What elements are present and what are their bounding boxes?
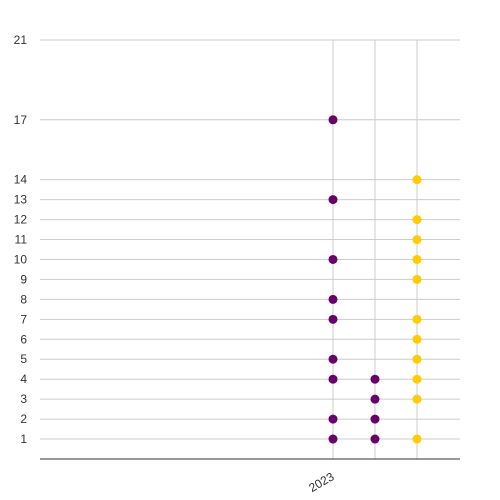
data-point-s2-0 bbox=[412, 434, 422, 444]
data-point-s0-4 bbox=[328, 314, 338, 324]
data-point-s1-0 bbox=[370, 434, 380, 444]
y-tick-label-8: 8 bbox=[20, 292, 27, 306]
vertical-gridlines bbox=[332, 40, 418, 459]
data-point-s2-7 bbox=[412, 254, 422, 264]
data-point-s0-5 bbox=[328, 294, 338, 304]
data-point-s2-1 bbox=[412, 394, 422, 404]
y-tick-label-10: 10 bbox=[14, 252, 28, 266]
data-point-s0-3 bbox=[328, 354, 338, 364]
data-point-s2-9 bbox=[412, 215, 422, 225]
y-tick-label-14: 14 bbox=[14, 173, 28, 187]
data-point-s0-1 bbox=[328, 414, 338, 424]
data-point-s0-2 bbox=[328, 374, 338, 384]
y-tick-label-21: 21 bbox=[14, 33, 28, 47]
data-point-s1-1 bbox=[370, 414, 380, 424]
y-tick-label-13: 13 bbox=[14, 193, 28, 207]
data-point-s0-7 bbox=[328, 195, 338, 205]
data-point-s2-5 bbox=[412, 314, 422, 324]
data-points bbox=[328, 115, 422, 444]
data-point-s2-10 bbox=[412, 175, 422, 185]
data-point-s2-8 bbox=[412, 235, 422, 245]
y-tick-label-1: 1 bbox=[20, 432, 27, 446]
y-tick-label-11: 11 bbox=[15, 233, 28, 247]
y-tick-label-6: 6 bbox=[20, 332, 27, 346]
data-point-s2-2 bbox=[412, 374, 422, 384]
data-point-s2-6 bbox=[412, 274, 422, 284]
y-tick-label-5: 5 bbox=[20, 352, 27, 366]
x-tick-label-0: 2023 bbox=[306, 469, 336, 495]
y-tick-label-3: 3 bbox=[20, 392, 27, 406]
y-tick-label-4: 4 bbox=[20, 372, 27, 386]
y-tick-label-9: 9 bbox=[20, 272, 27, 286]
y-tick-label-2: 2 bbox=[20, 412, 27, 426]
y-tick-label-7: 7 bbox=[20, 312, 27, 326]
y-tick-label-17: 17 bbox=[14, 113, 28, 127]
data-point-s1-2 bbox=[370, 394, 380, 404]
horizontal-gridlines bbox=[40, 39, 460, 440]
y-tick-label-12: 12 bbox=[14, 213, 28, 227]
data-point-s2-3 bbox=[412, 354, 422, 364]
data-point-s0-6 bbox=[328, 254, 338, 264]
data-point-s2-4 bbox=[412, 334, 422, 344]
data-point-s0-0 bbox=[328, 434, 338, 444]
data-point-s1-3 bbox=[370, 374, 380, 384]
x-axis-tick-labels: 2023 bbox=[306, 469, 336, 495]
data-point-s0-8 bbox=[328, 115, 338, 125]
